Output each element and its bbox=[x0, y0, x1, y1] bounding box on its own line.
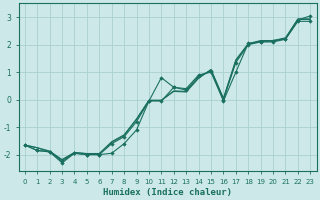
X-axis label: Humidex (Indice chaleur): Humidex (Indice chaleur) bbox=[103, 188, 232, 197]
